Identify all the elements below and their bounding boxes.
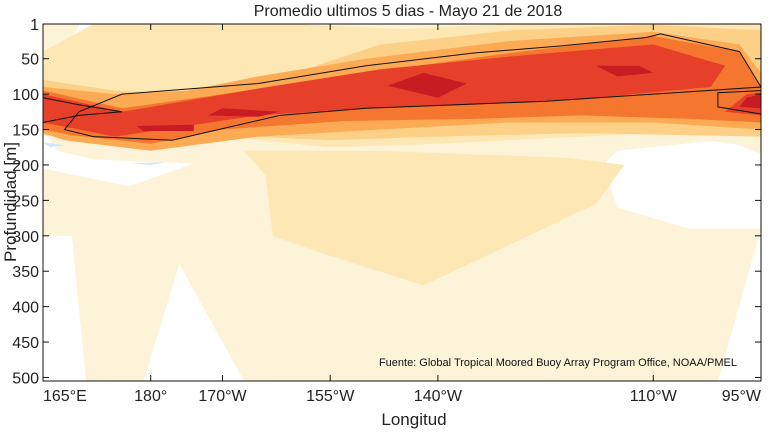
x-axis-label: Longitud — [381, 410, 446, 429]
heatmap-region-level7-d — [136, 124, 194, 131]
x-axis: 165°E 180° 170°W 155°W 140°W 110°W 95°W — [42, 24, 762, 405]
y-tick-label: 350 — [12, 264, 39, 281]
contour-left — [42, 97, 123, 123]
heatmap-region-white-left-band — [43, 129, 194, 187]
x-tick-label: 140°W — [414, 388, 463, 405]
heatmap-region-deep-tongue — [244, 150, 625, 286]
contour-main — [63, 33, 762, 141]
contour-right — [717, 90, 762, 115]
heatmap-region-level7-e — [739, 94, 761, 109]
y-tick-label: 100 — [12, 87, 39, 104]
heatmap-region-level7-b — [595, 65, 654, 77]
heatmap-region-white-right-bottom — [717, 228, 761, 381]
chart-title: Promedio ultimos 5 dias - Mayo 21 de 201… — [254, 3, 563, 20]
y-tick-label: 50 — [21, 52, 39, 69]
plot-frame — [42, 23, 762, 382]
y-axis-label: Profundidad [m] — [1, 142, 20, 262]
heatmap-region-level7-c — [208, 108, 280, 117]
y-tick-label: 250 — [12, 193, 39, 210]
y-tick-label: 200 — [12, 158, 39, 175]
x-tick-label: 95°W — [722, 388, 762, 405]
contour-fills — [43, 24, 761, 381]
heatmap-region-white-left-bottom — [43, 235, 87, 381]
y-tick-label: 1 — [30, 17, 39, 34]
y-tick-label: 400 — [12, 300, 39, 317]
heatmap-region-level7-a — [387, 72, 467, 98]
heatmap-region-cold-patch-b — [129, 162, 166, 165]
y-tick-label: 300 — [12, 229, 39, 246]
x-tick-label: 110°W — [630, 388, 678, 405]
x-tick-label: 170°W — [198, 388, 247, 405]
heatmap-region-white-bottom-middle — [143, 264, 244, 381]
x-tick-label: 180° — [134, 388, 167, 405]
contour-lines — [42, 33, 762, 141]
y-tick-label: 150 — [12, 123, 39, 140]
source-note: Fuente: Global Tropical Moored Buoy Arra… — [379, 357, 737, 369]
y-tick-label: 450 — [12, 335, 39, 352]
x-tick-label: 165°E — [43, 388, 87, 405]
y-tick-label: 500 — [12, 370, 39, 387]
heatmap-region-cold-patch-a — [43, 142, 65, 148]
x-tick-label: 155°W — [306, 388, 355, 405]
heatmap-region-white-right-mid — [603, 140, 761, 229]
plot-area — [42, 24, 762, 381]
